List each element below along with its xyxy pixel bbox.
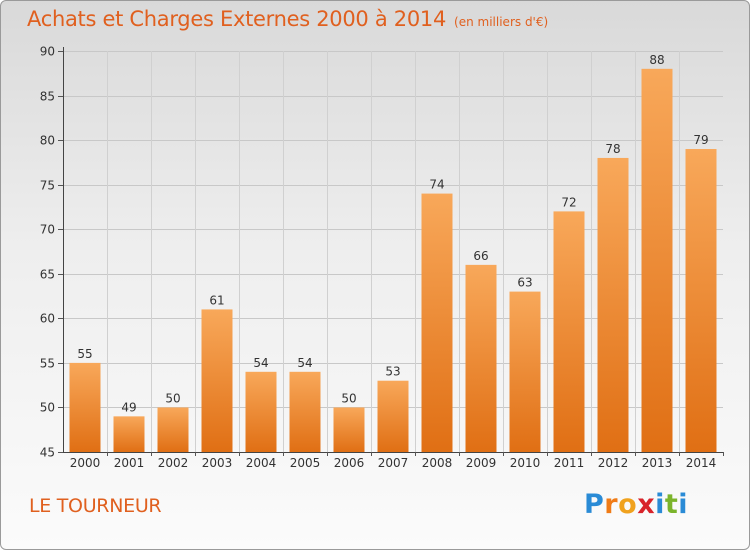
bar-value-label: 54 <box>253 356 268 370</box>
data-labels: 55 49 50 61 54 54 50 53 74 66 63 72 78 88 79 <box>77 53 708 415</box>
bar <box>69 362 101 452</box>
bar <box>377 380 409 452</box>
chart-axes: 45 50 55 60 65 70 75 80 85 90 2000 2001 2002 2003 2004… <box>40 45 724 470</box>
bar <box>201 309 233 452</box>
bar-value-label: 55 <box>77 347 92 361</box>
bar-value-label: 49 <box>121 400 136 414</box>
x-tick-label: 2013 <box>642 456 673 470</box>
bar <box>113 416 145 452</box>
y-tick-label: 70 <box>40 223 55 237</box>
bar-series <box>69 68 717 453</box>
bar-value-label: 78 <box>605 142 620 156</box>
y-tick-label: 55 <box>40 357 55 371</box>
bar-value-label: 50 <box>165 391 180 405</box>
y-tick-label: 60 <box>40 312 55 326</box>
location-name: LE TOURNEUR <box>29 495 162 517</box>
chart-title: Achats et Charges Externes 2000 à 2014 (e… <box>27 7 548 31</box>
bar <box>245 371 277 452</box>
y-tick-label: 85 <box>40 90 55 104</box>
x-tick-label: 2007 <box>378 456 409 470</box>
bar <box>421 193 453 453</box>
y-tick-label: 90 <box>40 45 55 59</box>
x-tick-label: 2003 <box>202 456 233 470</box>
bar-value-label: 50 <box>341 391 356 405</box>
bar-value-label: 88 <box>649 53 664 67</box>
bar-value-label: 54 <box>297 356 312 370</box>
x-tick-label: 2006 <box>334 456 365 470</box>
chart-title-text: Achats et Charges Externes 2000 à 2014 <box>27 7 447 31</box>
bar <box>465 264 497 452</box>
logo-letter: t <box>664 489 679 520</box>
x-tick-label: 2009 <box>466 456 497 470</box>
bar <box>641 68 673 453</box>
bar <box>597 157 629 452</box>
bar <box>157 407 189 452</box>
x-tick-label: 2002 <box>158 456 189 470</box>
logo-letter: i <box>678 489 689 520</box>
y-tick-label: 65 <box>40 268 55 282</box>
y-tick-label: 50 <box>40 401 55 415</box>
logo-letter: o <box>618 489 638 520</box>
proxiti-logo[interactable]: Proxiti <box>584 489 688 520</box>
bar-value-label: 79 <box>693 133 708 147</box>
x-tick-label: 2008 <box>422 456 453 470</box>
x-tick-label: 2001 <box>114 456 145 470</box>
bar <box>289 371 321 452</box>
bar <box>509 291 541 452</box>
chart-unit: (en milliers d'€) <box>454 15 549 29</box>
bar-value-label: 72 <box>561 195 576 209</box>
logo-letter: P <box>584 489 605 520</box>
bar <box>333 407 365 452</box>
y-tick-label: 80 <box>40 134 55 148</box>
logo-letter: x <box>637 489 656 520</box>
x-tick-label: 2005 <box>290 456 321 470</box>
logo-letter: i <box>655 489 665 520</box>
x-tick-label: 2010 <box>510 456 541 470</box>
y-tick-label: 45 <box>40 446 55 460</box>
x-tick-label: 2011 <box>554 456 585 470</box>
bar-value-label: 74 <box>429 178 444 192</box>
bar-value-label: 61 <box>209 293 224 307</box>
x-tick-label: 2000 <box>70 456 101 470</box>
y-tick-label: 75 <box>40 179 55 193</box>
x-tick-label: 2014 <box>686 456 717 470</box>
x-tick-label: 2004 <box>246 456 277 470</box>
logo-letter: r <box>604 489 619 520</box>
bar <box>553 211 585 452</box>
bar-value-label: 66 <box>473 249 488 263</box>
x-tick-label: 2012 <box>598 456 629 470</box>
bar <box>685 149 717 452</box>
bar-value-label: 63 <box>517 276 532 290</box>
bar-value-label: 53 <box>385 365 400 379</box>
